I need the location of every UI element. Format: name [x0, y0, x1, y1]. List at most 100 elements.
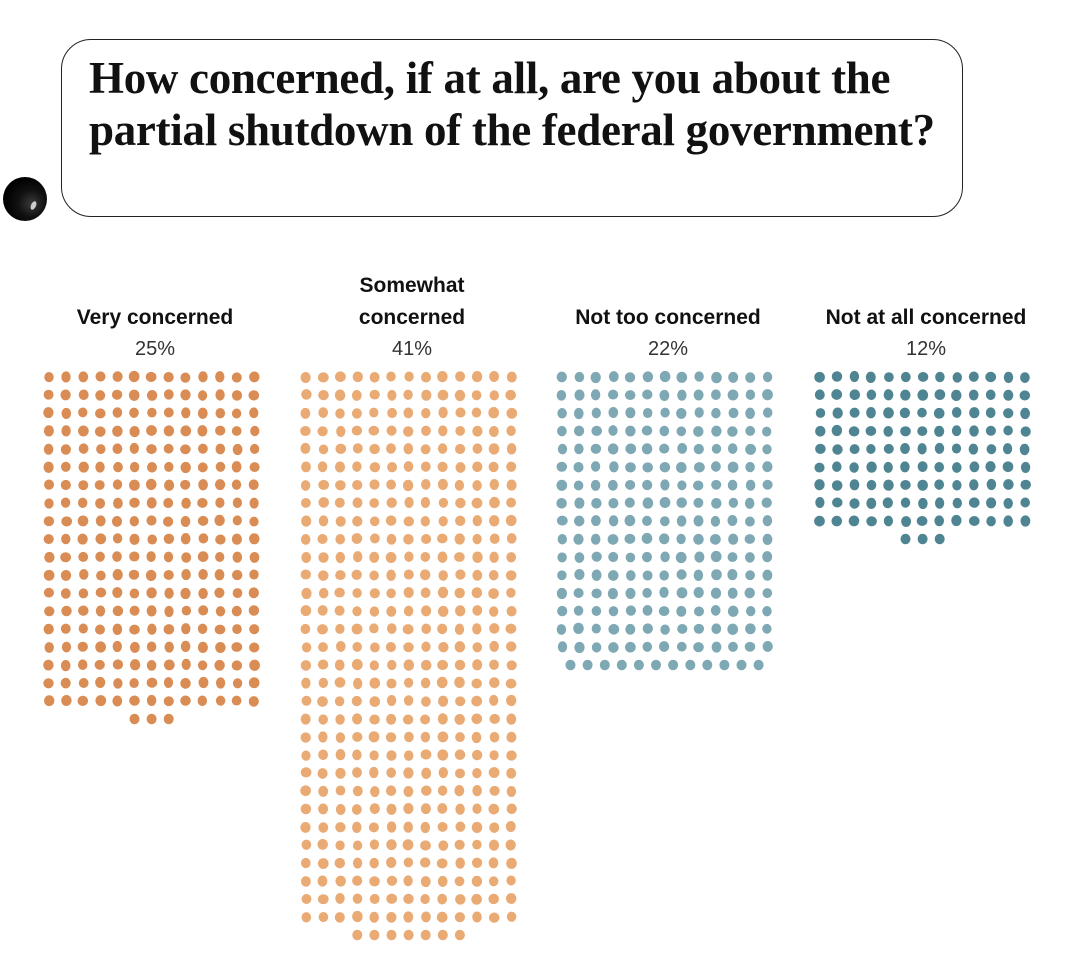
dot-not-at-all-concerned [849, 370, 860, 383]
dot-somewhat-concerned [386, 678, 397, 689]
dot-very-concerned [215, 695, 226, 706]
dot-somewhat-concerned [335, 875, 346, 887]
dot-very-concerned [60, 497, 71, 508]
dot-not-too-concerned [745, 516, 755, 527]
dot-not-too-concerned [753, 659, 764, 671]
dot-somewhat-concerned [420, 444, 431, 455]
dot-not-at-all-concerned [1019, 443, 1030, 456]
dot-very-concerned [60, 623, 71, 634]
dot-somewhat-concerned [471, 749, 483, 761]
dot-not-too-concerned [641, 443, 653, 455]
dot-somewhat-concerned [471, 390, 482, 401]
dot-not-too-concerned [556, 587, 568, 600]
dot-very-concerned [164, 641, 174, 653]
dot-not-too-concerned [591, 569, 602, 581]
dot-not-at-all-concerned [986, 497, 997, 509]
dot-not-too-concerned [624, 514, 636, 527]
dot-not-too-concerned [574, 552, 585, 563]
dot-somewhat-concerned [420, 551, 431, 562]
dot-not-at-all-concerned [865, 426, 877, 436]
dot-not-too-concerned [557, 533, 567, 545]
dot-somewhat-concerned [386, 839, 397, 851]
dot-very-concerned [128, 569, 140, 580]
dot-very-concerned [43, 678, 54, 689]
dot-not-too-concerned [574, 568, 585, 581]
dot-not-at-all-concerned [883, 461, 893, 473]
dot-somewhat-concerned [403, 516, 415, 527]
dot-somewhat-concerned [353, 551, 363, 563]
dot-not-too-concerned [710, 550, 722, 563]
dot-somewhat-concerned [454, 839, 465, 850]
dot-somewhat-concerned [403, 750, 414, 761]
dot-somewhat-concerned [506, 713, 517, 725]
dot-not-too-concerned [591, 498, 602, 509]
label-not-at-all-concerned: Not at all concerned [825, 306, 1027, 329]
dot-very-concerned [129, 605, 140, 616]
dot-somewhat-concerned [385, 732, 397, 743]
dot-somewhat-concerned [385, 551, 397, 564]
dot-somewhat-concerned [436, 911, 448, 923]
dot-somewhat-concerned [300, 822, 311, 833]
dot-very-concerned [43, 587, 54, 598]
dot-very-concerned [61, 533, 71, 545]
dot-not-at-all-concerned [934, 497, 945, 509]
dot-not-at-all-concerned [866, 444, 876, 454]
dot-very-concerned [248, 479, 259, 491]
dot-not-at-all-concerned [935, 371, 945, 383]
dot-not-at-all-concerned [900, 533, 911, 545]
dot-somewhat-concerned [488, 461, 499, 473]
dot-very-concerned [181, 569, 191, 581]
dot-very-concerned [214, 624, 226, 635]
dot-very-concerned [112, 605, 124, 617]
dot-not-too-concerned [625, 479, 636, 490]
dot-very-concerned [60, 389, 71, 401]
dot-very-concerned [249, 659, 260, 671]
dot-not-too-concerned [693, 389, 704, 401]
dot-very-concerned [232, 443, 243, 456]
dot-very-concerned [147, 534, 157, 545]
dot-somewhat-concerned [489, 606, 499, 617]
dot-very-concerned [78, 443, 89, 454]
dot-very-concerned [111, 389, 123, 400]
dot-somewhat-concerned [335, 767, 346, 779]
dot-somewhat-concerned [334, 605, 345, 616]
dot-somewhat-concerned [437, 389, 449, 401]
dot-not-too-concerned [590, 479, 601, 491]
dot-somewhat-concerned [506, 606, 517, 617]
dot-very-concerned [180, 425, 192, 437]
dot-not-too-concerned [693, 443, 704, 455]
dot-not-at-all-concerned [968, 389, 979, 401]
dot-somewhat-concerned [403, 695, 414, 706]
dot-very-concerned [96, 444, 106, 455]
dot-not-too-concerned [694, 551, 705, 563]
dot-not-too-concerned [710, 605, 721, 616]
dot-somewhat-concerned [506, 497, 517, 508]
dot-somewhat-concerned [506, 479, 517, 491]
dot-somewhat-concerned [334, 857, 346, 869]
dot-very-concerned [215, 461, 226, 472]
dot-not-too-concerned [557, 408, 567, 419]
dot-very-concerned [112, 425, 123, 437]
dot-not-too-concerned [694, 462, 705, 473]
dot-somewhat-concerned [455, 515, 466, 527]
dot-very-concerned [198, 371, 208, 383]
dot-somewhat-concerned [455, 803, 465, 815]
dot-very-concerned [163, 497, 174, 509]
dot-not-too-concerned [676, 426, 687, 437]
dot-somewhat-concerned [301, 695, 312, 706]
dot-not-at-all-concerned [952, 497, 962, 509]
dot-somewhat-concerned [471, 857, 483, 868]
dot-somewhat-concerned [369, 479, 380, 490]
dot-very-concerned [163, 624, 175, 635]
dot-very-concerned [60, 461, 71, 472]
dot-very-concerned [249, 624, 260, 635]
dot-very-concerned [163, 533, 175, 544]
dot-somewhat-concerned [369, 570, 379, 581]
dot-somewhat-concerned [403, 767, 414, 779]
dot-not-at-all-concerned [1020, 479, 1031, 490]
label-somewhat-concerned-line1: Somewhat [359, 274, 465, 297]
dot-somewhat-concerned [506, 750, 517, 761]
dot-somewhat-concerned [368, 822, 379, 833]
dot-not-at-all-concerned [986, 478, 997, 491]
dot-very-concerned [146, 641, 157, 652]
